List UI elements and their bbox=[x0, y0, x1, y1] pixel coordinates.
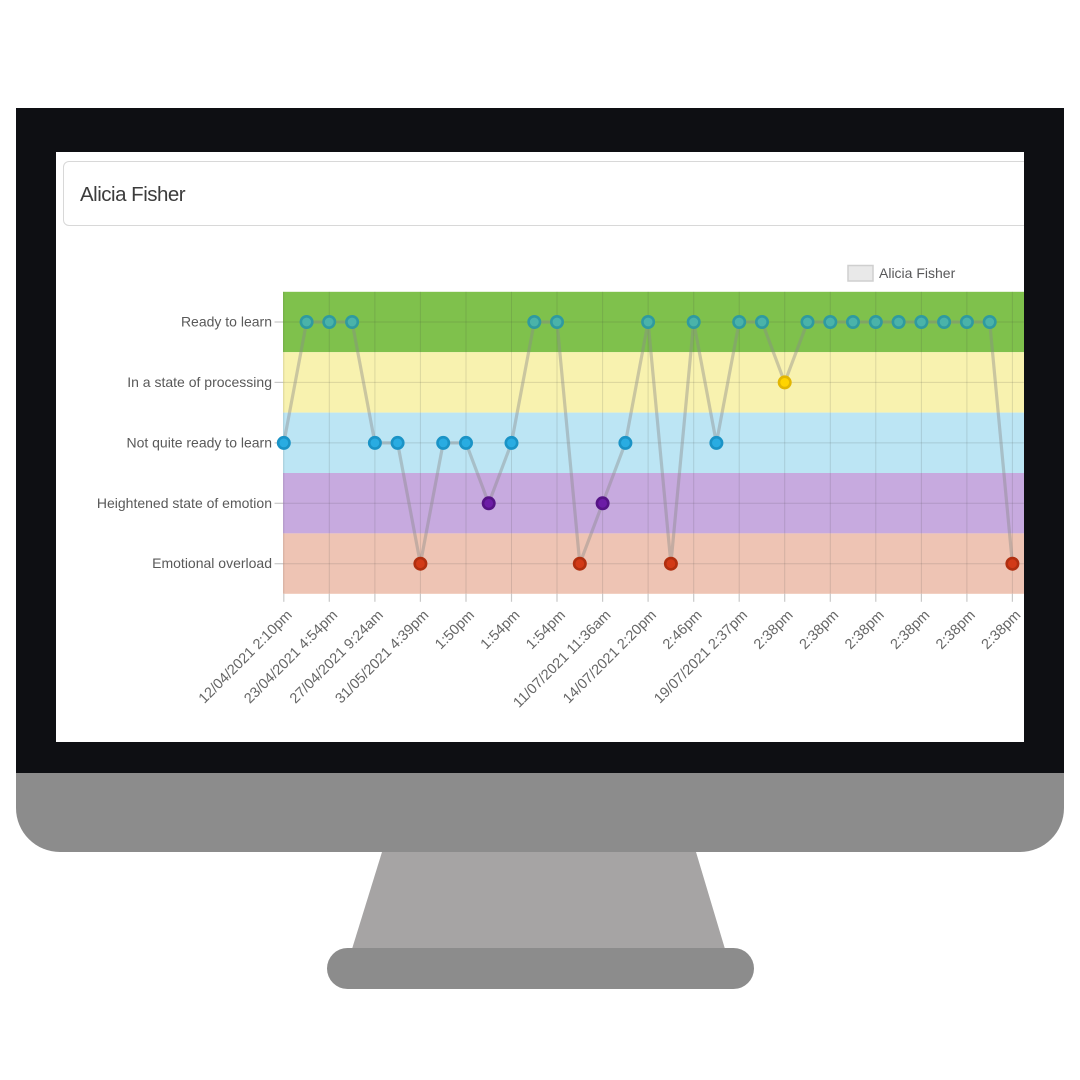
svg-text:2:38pm: 2:38pm bbox=[888, 607, 934, 653]
svg-text:2:38pm: 2:38pm bbox=[842, 607, 888, 653]
svg-text:Alicia Fisher: Alicia Fisher bbox=[879, 265, 956, 281]
svg-text:2:46pm: 2:46pm bbox=[660, 607, 706, 653]
svg-text:1:54pm: 1:54pm bbox=[523, 607, 569, 653]
svg-text:Not quite ready to learn: Not quite ready to learn bbox=[126, 434, 272, 450]
svg-text:1:50pm: 1:50pm bbox=[432, 607, 478, 653]
svg-text:2:38pm: 2:38pm bbox=[933, 607, 979, 653]
svg-text:2:38pm: 2:38pm bbox=[797, 607, 843, 653]
svg-text:1:54pm: 1:54pm bbox=[478, 607, 524, 653]
svg-text:In a state of processing: In a state of processing bbox=[127, 374, 272, 390]
svg-text:Heightened state of emotion: Heightened state of emotion bbox=[97, 495, 272, 511]
svg-text:Emotional overload: Emotional overload bbox=[152, 555, 272, 571]
svg-text:Ready to learn: Ready to learn bbox=[181, 314, 272, 330]
svg-text:2:38pm: 2:38pm bbox=[979, 607, 1024, 653]
svg-text:2:38pm: 2:38pm bbox=[751, 607, 797, 653]
